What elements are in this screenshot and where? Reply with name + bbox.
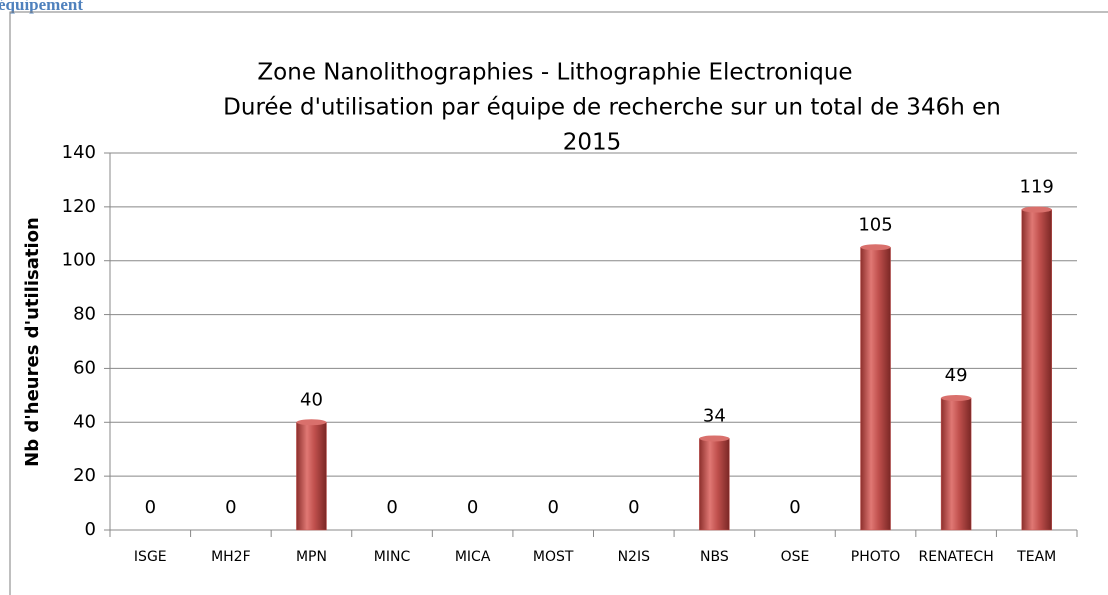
value-label: 40 [300, 389, 323, 410]
y-tick-label: 0 [85, 519, 96, 540]
value-label: 0 [225, 497, 236, 518]
x-tick-label: PHOTO [851, 549, 901, 565]
value-label: 0 [628, 497, 639, 518]
y-tick-label: 80 [73, 304, 96, 325]
bar [1021, 209, 1052, 531]
value-label: 49 [945, 365, 968, 386]
y-tick-label: 100 [62, 250, 96, 271]
bar-top [941, 395, 972, 402]
y-tick-label: 20 [73, 465, 96, 486]
x-tick-label: RENATECH [919, 549, 994, 565]
value-label: 105 [858, 214, 892, 235]
value-label: 119 [1020, 177, 1054, 198]
bar-top [699, 435, 730, 442]
x-tick-label: MH2F [211, 549, 251, 565]
y-tick-label: 140 [62, 142, 96, 163]
page-heading: équipement [0, 0, 83, 14]
value-label: 0 [547, 497, 558, 518]
x-tick-label: OSE [781, 549, 810, 565]
bar [296, 422, 327, 531]
bar-top [296, 419, 327, 426]
bar [860, 247, 891, 531]
x-tick-label: TEAM [1016, 549, 1056, 565]
value-label: 0 [467, 497, 478, 518]
y-tick-label: 40 [73, 411, 96, 432]
value-label: 0 [386, 497, 397, 518]
x-tick-label: ISGE [134, 549, 167, 565]
chart-title: 2015 [563, 130, 622, 156]
y-axis-label: Nb d'heures d'utilisation [22, 217, 43, 467]
value-label: 34 [703, 405, 726, 426]
bar [940, 397, 972, 531]
bar-top [860, 244, 891, 251]
value-label: 0 [145, 497, 156, 518]
bar-top [1021, 206, 1052, 213]
chart-title: Zone Nanolithographies - Lithographie El… [257, 60, 852, 86]
x-tick-label: MPN [296, 549, 327, 565]
bar [699, 438, 730, 531]
x-tick-label: MOST [533, 549, 574, 565]
x-tick-label: N2IS [618, 549, 651, 565]
x-tick-label: MINC [374, 549, 411, 565]
x-tick-label: MICA [455, 549, 491, 565]
x-tick-label: NBS [700, 549, 729, 565]
y-tick-label: 60 [73, 357, 96, 378]
y-tick-label: 120 [62, 196, 96, 217]
value-label: 0 [789, 497, 800, 518]
chart-frame [9, 11, 1108, 595]
chart-title: Durée d'utilisation par équipe de recher… [223, 95, 1001, 121]
